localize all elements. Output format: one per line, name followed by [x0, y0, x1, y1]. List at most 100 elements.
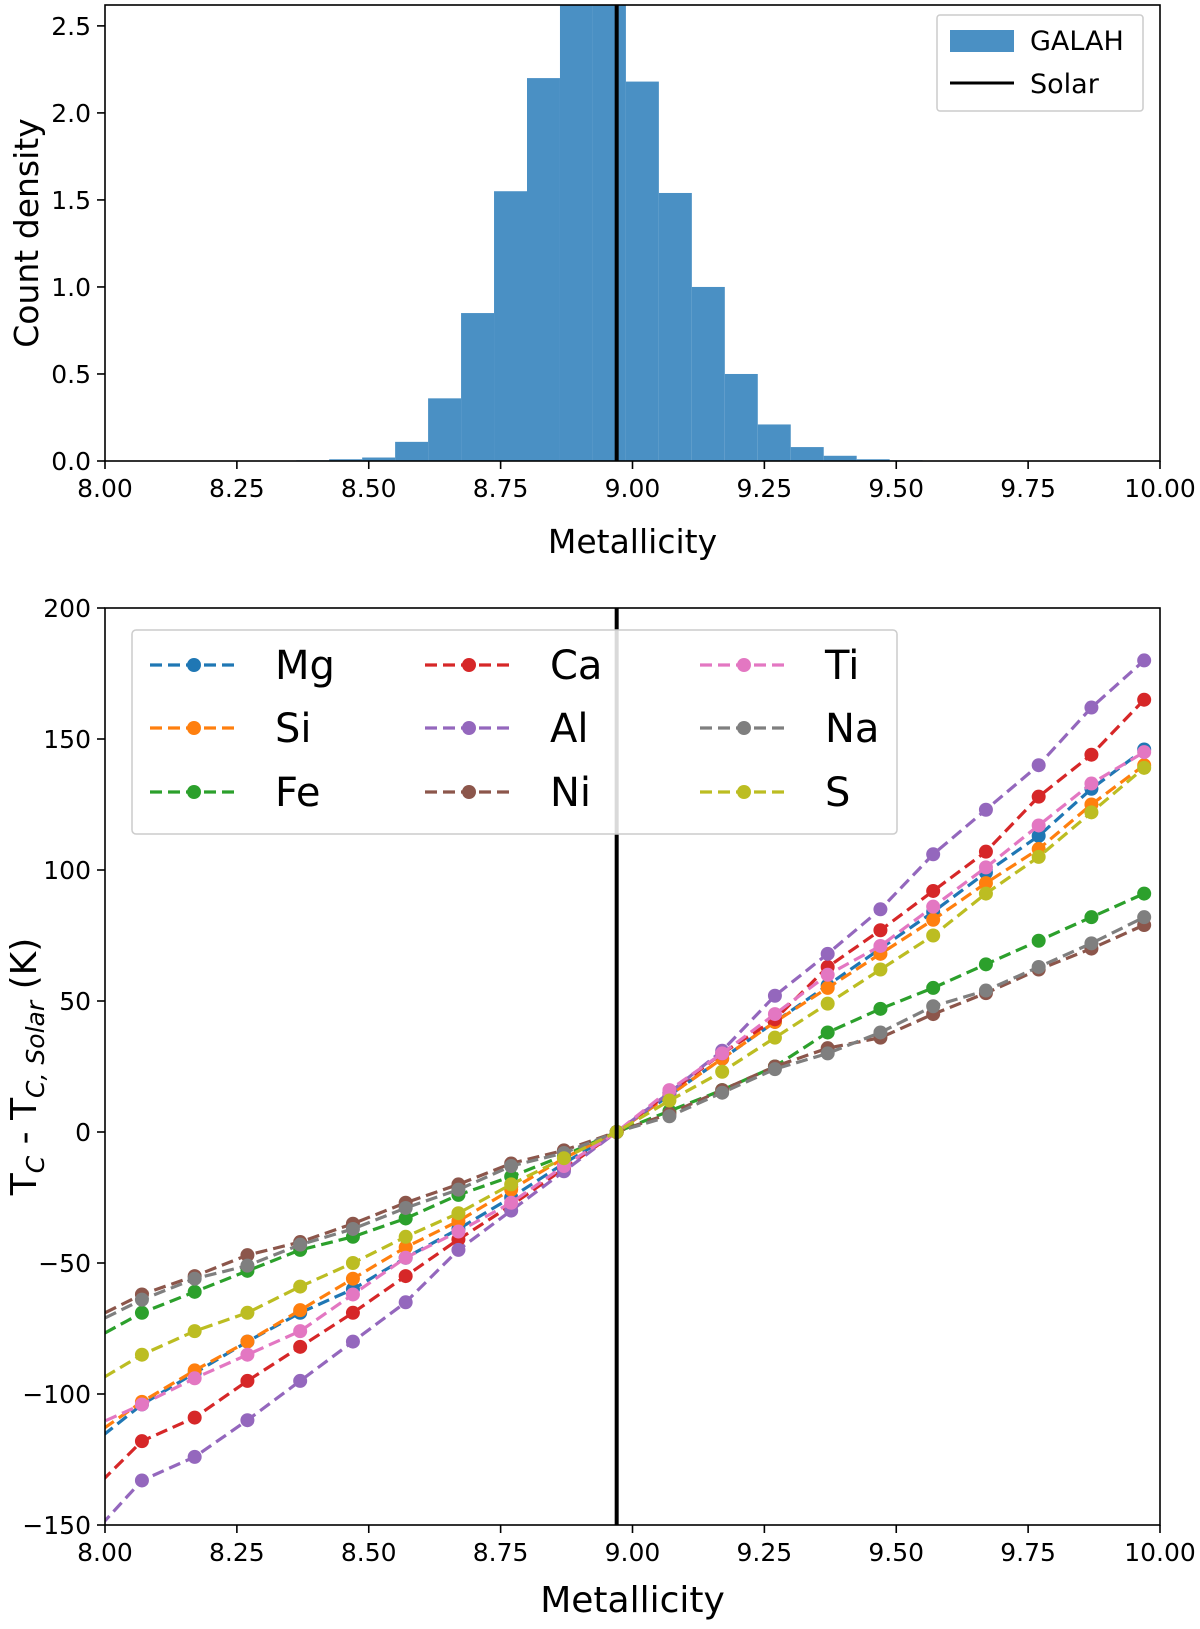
legend-label: Al	[550, 706, 588, 752]
legend-marker	[462, 785, 476, 799]
legend-marker	[187, 785, 201, 799]
y-tick-label: 1.0	[51, 273, 91, 302]
histogram-bar	[823, 455, 857, 461]
data-point	[873, 1025, 888, 1040]
data-point	[293, 1237, 308, 1252]
x-tick-label: 8.00	[77, 474, 133, 503]
x-tick-label: 10.00	[1124, 1538, 1196, 1567]
data-point	[715, 1046, 730, 1061]
data-point	[187, 1271, 202, 1286]
data-point	[1084, 700, 1099, 715]
data-point	[820, 946, 835, 961]
ylabel-sub-c-solar: C, Solar	[21, 999, 50, 1098]
data-point	[978, 957, 993, 972]
data-point	[293, 1339, 308, 1354]
y-tick-label: 2.0	[51, 99, 91, 128]
data-point	[240, 1373, 255, 1388]
y-tick-label: 100	[43, 856, 91, 885]
data-point	[926, 912, 941, 927]
histogram-y-ticks: 0.0 0.5 1.0 1.5 2.0 2.5	[51, 12, 105, 476]
line-chart-legend: Mg Si Fe Ca Al Ni Ti Na S	[131, 629, 898, 835]
legend-item-si: Si	[150, 706, 312, 752]
legend-item-fe: Fe	[150, 770, 320, 816]
data-point	[1084, 776, 1099, 791]
data-point	[767, 988, 782, 1003]
data-point	[240, 1413, 255, 1428]
x-tick-label: 9.75	[1000, 474, 1056, 503]
series-na	[105, 910, 1152, 1320]
x-tick-label: 9.25	[737, 474, 793, 503]
data-point	[134, 1397, 149, 1412]
data-point	[187, 1371, 202, 1386]
data-point	[715, 1085, 730, 1100]
data-point	[398, 1240, 413, 1255]
line-chart-x-ticks: 8.00 8.25 8.50 8.75 9.00 9.25 9.50 9.75 10.00	[77, 1525, 1196, 1567]
data-point	[820, 996, 835, 1011]
ylabel-sub-c: C	[21, 1155, 50, 1173]
histogram-bar	[461, 313, 495, 461]
data-point	[240, 1248, 255, 1263]
legend-label: S	[825, 770, 850, 816]
legend-item-ti: Ti	[700, 643, 859, 689]
legend-label: Fe	[275, 770, 320, 816]
data-point	[398, 1250, 413, 1265]
legend-label: Ni	[550, 770, 591, 816]
legend-galah-patch	[950, 30, 1014, 52]
data-point	[873, 1001, 888, 1016]
data-point	[1084, 747, 1099, 762]
data-point	[398, 1295, 413, 1310]
data-point	[767, 1007, 782, 1022]
histogram-bar	[625, 81, 659, 462]
data-point	[134, 1305, 149, 1320]
data-point	[662, 1093, 677, 1108]
legend-label: Na	[825, 706, 879, 752]
data-point	[926, 999, 941, 1014]
histogram-bar	[790, 447, 824, 461]
y-tick-label: 50	[59, 987, 91, 1016]
y-tick-label: 0.5	[51, 360, 91, 389]
data-point	[1084, 805, 1099, 820]
data-point	[1031, 789, 1046, 804]
legend-item-ni: Ni	[425, 770, 591, 816]
data-point	[820, 1025, 835, 1040]
histogram-y-axis-label: Count density	[7, 118, 46, 348]
ylabel-part-minus-t: - T	[4, 1097, 45, 1156]
data-point	[451, 1206, 466, 1221]
histogram-bars	[296, 5, 923, 462]
data-point	[926, 847, 941, 862]
x-tick-label: 8.00	[77, 1538, 133, 1567]
legend-label: Mg	[275, 643, 335, 689]
histogram-x-axis-label: Metallicity	[548, 522, 717, 561]
data-point	[978, 844, 993, 859]
data-point	[504, 1177, 519, 1192]
data-point	[556, 1151, 571, 1166]
data-point	[1031, 849, 1046, 864]
legend-label: Si	[275, 706, 312, 752]
histogram-bar	[724, 373, 758, 461]
x-tick-label: 8.75	[473, 1538, 529, 1567]
y-tick-label: 200	[43, 594, 91, 623]
data-point	[1137, 910, 1152, 925]
data-point	[187, 1410, 202, 1425]
data-point	[1031, 959, 1046, 974]
data-point	[451, 1182, 466, 1197]
data-point	[1137, 653, 1152, 668]
x-tick-label: 10.00	[1124, 474, 1196, 503]
data-point	[451, 1242, 466, 1257]
histogram-bar	[592, 5, 626, 461]
data-point	[293, 1303, 308, 1318]
legend-item-s: S	[700, 770, 850, 816]
legend-frame	[131, 629, 898, 835]
data-point	[398, 1211, 413, 1226]
legend-label: Ca	[550, 643, 602, 689]
data-point	[715, 1064, 730, 1079]
histogram-bar	[856, 459, 890, 461]
x-tick-label: 8.25	[209, 474, 265, 503]
data-point	[240, 1258, 255, 1273]
data-point	[134, 1473, 149, 1488]
data-point	[873, 902, 888, 917]
histogram-bar	[757, 424, 791, 461]
legend-marker	[737, 721, 751, 735]
data-point	[926, 883, 941, 898]
x-tick-label: 8.50	[341, 1538, 397, 1567]
